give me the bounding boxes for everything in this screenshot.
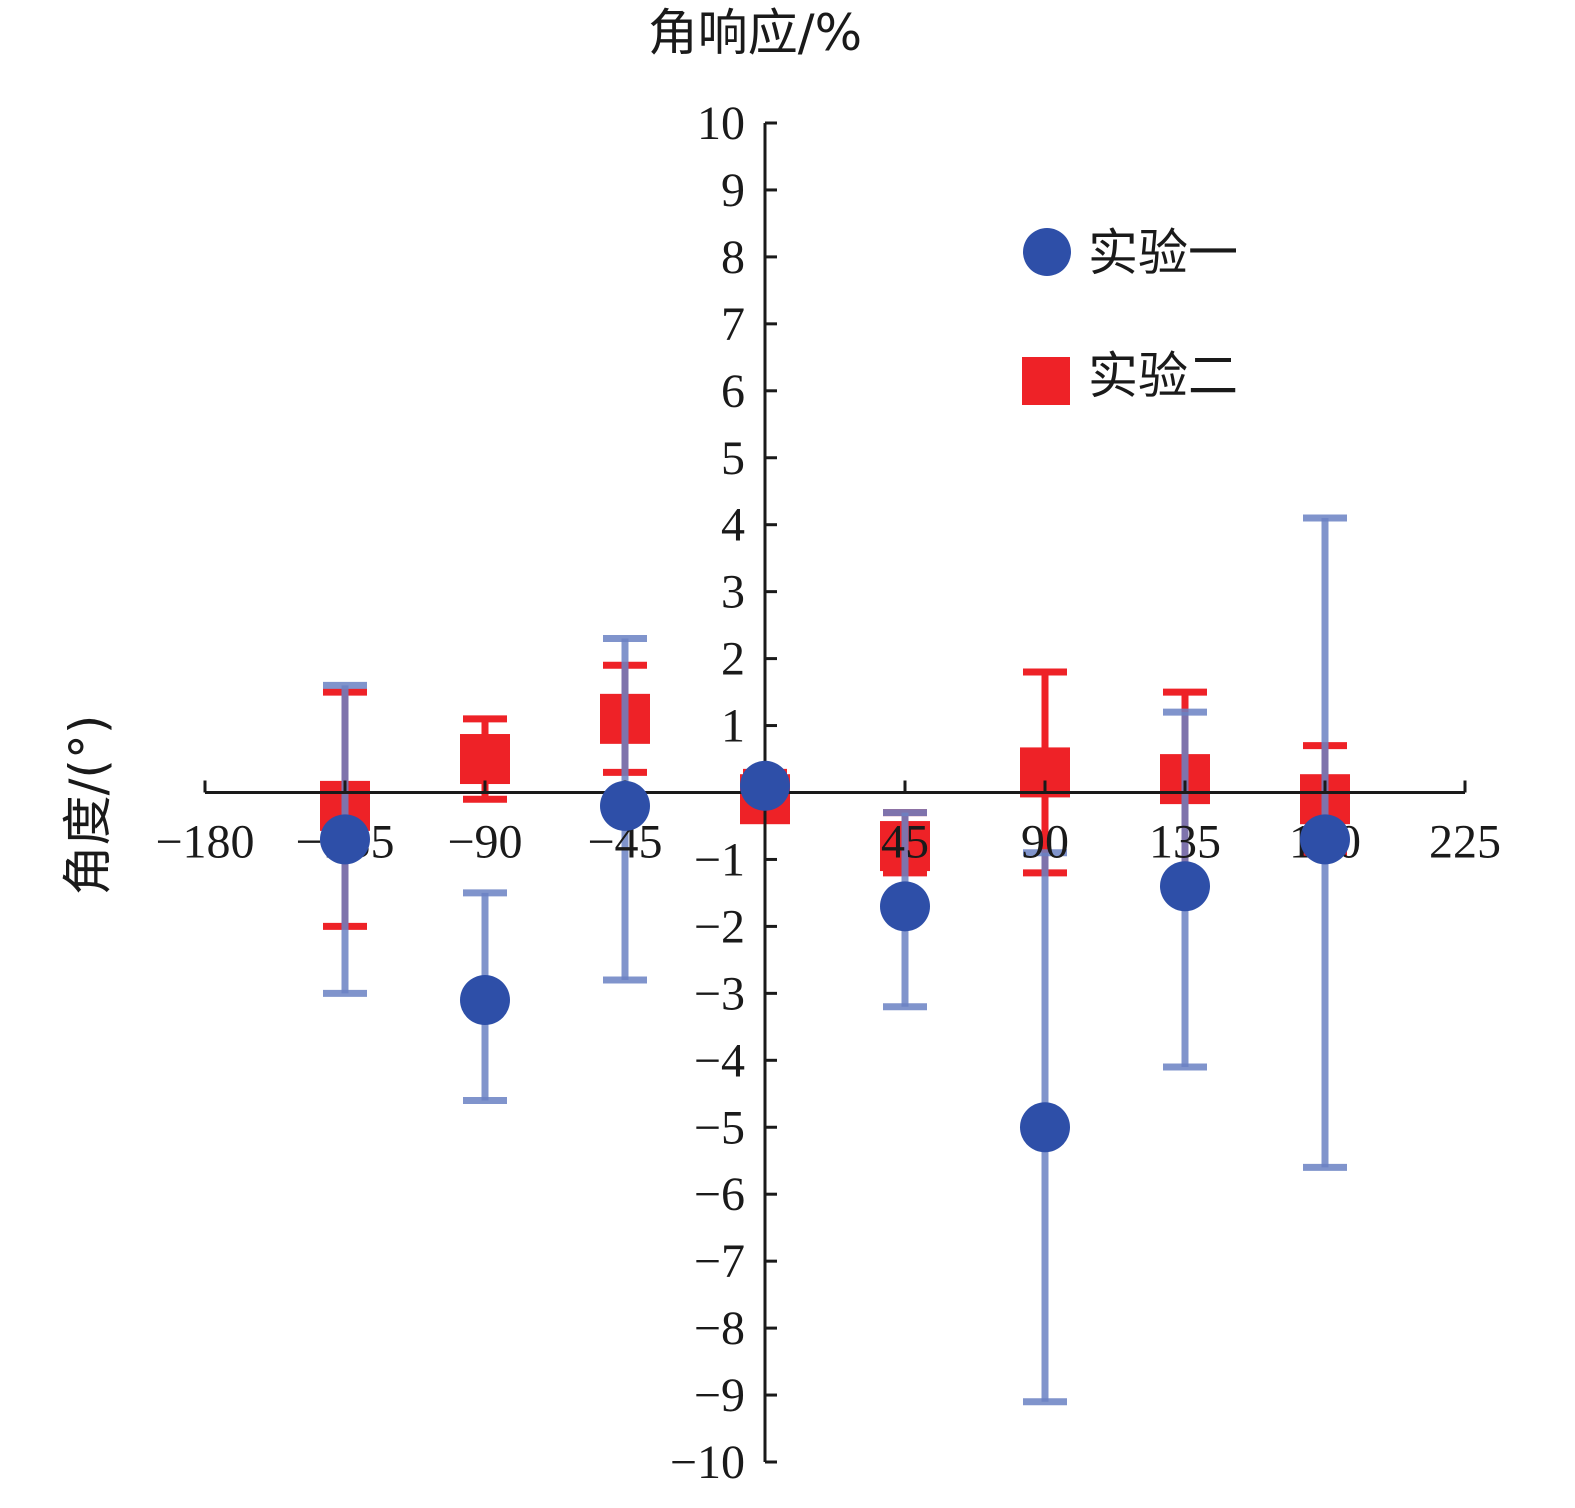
y-ticks: −10 −9 −8 −7 −6 −5 −4 −3 −2 −1 1 2 3 4 5 6 7 8 9 10 [670, 97, 777, 1489]
data-point-circle [740, 760, 790, 811]
data-point-circle [1160, 861, 1210, 912]
y-tick-label: 2 [721, 633, 745, 686]
x-tick-label: 135 [1149, 816, 1221, 869]
y-tick-label: 7 [721, 298, 745, 351]
data-point-circle [1020, 1102, 1070, 1153]
y-tick-label: −9 [694, 1369, 745, 1422]
y-tick-label: −2 [694, 900, 745, 953]
legend-marker-series-1 [1023, 228, 1071, 276]
x-tick-label: 45 [881, 816, 929, 869]
legend-label-series-2: 实验二 [1088, 347, 1238, 405]
series-1-error-bars [323, 514, 1347, 1406]
data-point-circle [320, 814, 370, 865]
y-tick-label: 8 [721, 231, 745, 284]
y-tick-label: −10 [670, 1436, 745, 1489]
y-tick-label: −7 [694, 1235, 745, 1288]
y-tick-label: −1 [694, 833, 745, 886]
legend-marker-series-2 [1022, 357, 1070, 405]
data-point-circle [1300, 814, 1350, 865]
y-tick-label: 6 [721, 365, 745, 418]
y-tick-label: −6 [694, 1168, 745, 1221]
data-point-square [460, 734, 510, 785]
x-tick-label: −180 [155, 816, 254, 869]
data-point-circle [600, 780, 650, 831]
y-tick-label: 1 [721, 700, 745, 753]
data-point-circle [880, 881, 930, 932]
x-axis-title: 角度/(°) [59, 715, 117, 896]
y-tick-label: −8 [694, 1302, 745, 1355]
x-tick-label: 90 [1021, 816, 1069, 869]
y-tick-label: 3 [721, 566, 745, 619]
legend: 实验一 实验二 [1022, 224, 1238, 405]
axes: −180−135−90−454590135180225 −10−9−8−7−6−… [155, 97, 1501, 1489]
y-tick-label: −4 [694, 1034, 745, 1087]
y-tick-label: 10 [697, 97, 745, 150]
y-tick-label: 9 [721, 164, 745, 217]
y-tick-label: −5 [694, 1101, 745, 1154]
x-tick-label: 225 [1429, 816, 1501, 869]
x-tick-label: −90 [447, 816, 522, 869]
series-1-markers [320, 760, 1350, 1153]
y-axis-title: 角响应/% [648, 4, 862, 62]
data-point-circle [460, 975, 510, 1026]
y-tick-label: 4 [721, 499, 745, 552]
legend-label-series-1: 实验一 [1088, 224, 1238, 282]
y-tick-label: −3 [694, 967, 745, 1020]
y-tick-label: 5 [721, 432, 745, 485]
